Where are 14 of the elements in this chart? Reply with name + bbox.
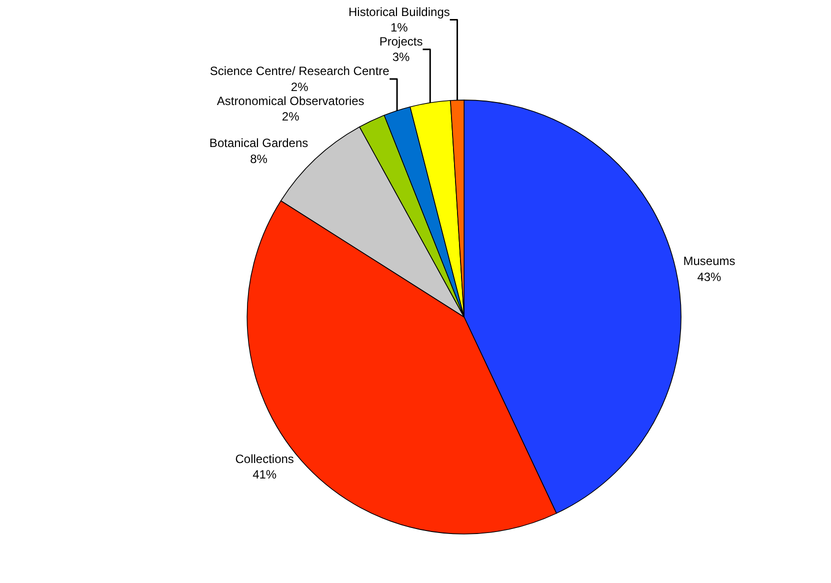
data-label: 41%: [252, 468, 277, 482]
slice-label: Science Centre/ Research Centre: [210, 64, 390, 78]
slice-label: Museums: [683, 254, 736, 268]
data-label: 8%: [250, 152, 268, 166]
slice-label: Projects: [379, 34, 423, 49]
data-label: 2%: [282, 109, 300, 124]
slice-label: Botanical Gardens: [209, 136, 308, 150]
slice-label: Historical Buildings: [348, 4, 450, 19]
data-label: 43%: [697, 270, 722, 284]
slice-label: Collections: [235, 452, 294, 466]
data-label: 2%: [290, 80, 309, 94]
data-label: 1%: [390, 20, 408, 35]
data-label: 3%: [392, 50, 410, 64]
slice-label: Astronomical Observatories: [216, 94, 364, 108]
